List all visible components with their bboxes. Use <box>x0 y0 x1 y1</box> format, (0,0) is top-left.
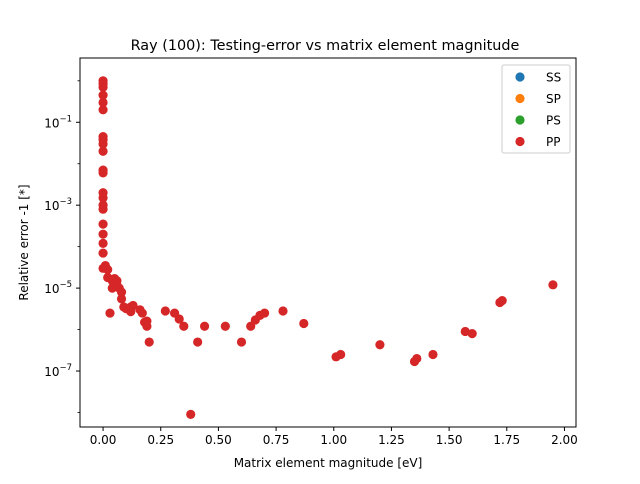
data-point-pp-49 <box>193 337 203 347</box>
data-point-pp-24 <box>105 308 115 318</box>
plot-area <box>80 58 576 427</box>
y-axis-label: Relative error -1 [*] <box>17 184 31 300</box>
data-point-pp-5 <box>98 105 108 115</box>
data-point-pp-39 <box>137 308 147 318</box>
data-point-pp-66 <box>467 328 477 339</box>
data-point-pp-63 <box>412 353 422 364</box>
data-point-pp-8 <box>98 139 108 149</box>
data-point-pp-57 <box>278 306 288 316</box>
data-point-pp-11 <box>98 168 108 178</box>
y-tick-label-2: 10−5 <box>44 280 72 296</box>
data-point-pp-15 <box>98 204 108 214</box>
data-point-pp-9 <box>98 146 108 156</box>
legend-marker-ss <box>515 72 525 82</box>
legend-marker-pp <box>515 136 525 147</box>
x-tick-label-0: 0.00 <box>90 433 117 447</box>
data-point-pp-44 <box>160 306 170 316</box>
data-point-pp-47 <box>179 321 189 331</box>
data-point-pp-69 <box>548 280 558 290</box>
data-point-pp-43 <box>144 337 154 347</box>
points-layer <box>98 76 558 419</box>
y-tick-label-3: 10−7 <box>44 363 72 379</box>
data-point-pp-64 <box>428 349 438 360</box>
data-point-pp-50 <box>199 321 210 331</box>
y-tick-label-0: 10−1 <box>44 114 72 130</box>
legend-label-ps: PS <box>546 114 561 128</box>
data-point-pp-19 <box>98 248 108 258</box>
data-point-pp-51 <box>220 321 230 331</box>
y-tick-label-1: 10−3 <box>44 197 72 213</box>
legend-label-pp: PP <box>546 135 560 149</box>
data-point-pp-31 <box>116 287 127 297</box>
data-point-pp-18 <box>98 238 108 248</box>
data-point-pp-48 <box>186 409 196 419</box>
data-point-pp-13 <box>98 193 108 203</box>
data-point-pp-3 <box>98 90 108 100</box>
legend: SS SP PS PP <box>501 64 571 154</box>
x-tick-label-1: 0.25 <box>147 433 174 447</box>
legend-box <box>501 64 571 154</box>
legend-marker-sp <box>515 93 525 104</box>
data-point-pp-46 <box>174 314 184 324</box>
x-tick-label-6: 1.50 <box>436 433 463 447</box>
data-point-pp-32 <box>116 294 127 304</box>
data-point-pp-61 <box>375 340 385 350</box>
data-point-pp-2 <box>98 82 108 92</box>
plot-frame <box>79 57 577 428</box>
x-tick-label-5: 1.25 <box>378 433 405 447</box>
data-point-pp-56 <box>259 308 270 318</box>
data-point-pp-17 <box>98 229 108 239</box>
chart-title: Ray (100): Testing-error vs matrix eleme… <box>131 38 520 54</box>
data-point-pp-4 <box>98 97 108 108</box>
data-point-pp-58 <box>299 318 309 329</box>
x-axis-label: Matrix element magnitude [eV] <box>234 456 423 470</box>
x-tick-label-3: 0.75 <box>263 433 290 447</box>
legend-label-ss: SS <box>546 71 561 85</box>
x-tick-label-8: 2.00 <box>551 433 578 447</box>
x-tick-label-4: 1.00 <box>320 433 347 447</box>
axes-layer: 0.00 0.25 0.50 0.75 1.00 1.25 1.50 1.75 2.00 10−1… <box>44 80 578 447</box>
x-tick-label-7: 1.75 <box>493 433 520 447</box>
data-point-pp-65 <box>460 326 470 337</box>
data-point-pp-22 <box>103 264 113 275</box>
x-tick-label-2: 0.50 <box>205 433 232 447</box>
legend-marker-ps <box>515 115 525 125</box>
data-point-pp-52 <box>236 337 247 347</box>
legend-label-sp: SP <box>546 92 561 106</box>
data-point-pp-60 <box>336 349 346 360</box>
data-point-pp-42 <box>142 316 152 326</box>
data-point-pp-68 <box>497 295 507 306</box>
data-point-pp-37 <box>128 300 138 311</box>
data-point-pp-16 <box>98 219 108 229</box>
